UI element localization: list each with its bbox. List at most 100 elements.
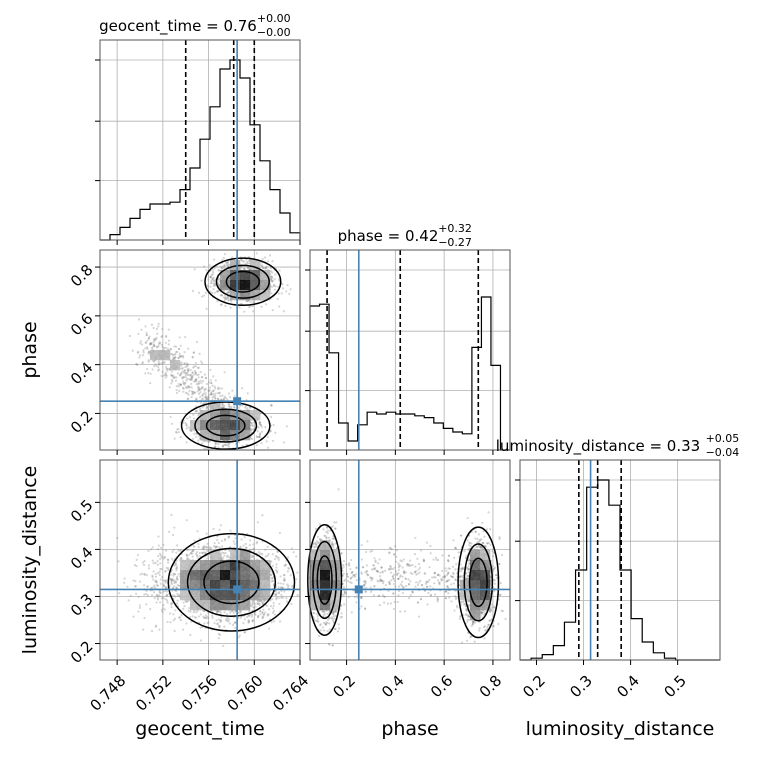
sample-point <box>170 373 173 376</box>
sample-point <box>137 595 140 598</box>
sample-point <box>152 326 155 330</box>
sample-point <box>259 423 262 426</box>
sample-point <box>165 594 168 598</box>
sample-point <box>265 604 269 607</box>
sample-point <box>204 614 208 617</box>
sample-point <box>270 415 273 419</box>
sample-point <box>217 446 220 449</box>
sample-point <box>196 385 200 389</box>
sample-point <box>191 549 195 552</box>
sample-point <box>172 619 175 622</box>
sample-point <box>214 394 217 398</box>
sample-point <box>255 435 259 438</box>
sample-point <box>214 397 217 400</box>
sample-point <box>209 282 213 285</box>
sample-point <box>290 547 293 550</box>
sample-point <box>209 275 212 278</box>
sample-point <box>265 303 268 306</box>
sample-point <box>216 300 219 303</box>
sample-point <box>208 396 211 399</box>
sample-point <box>126 585 129 588</box>
sample-point <box>211 614 214 617</box>
sample-point <box>264 426 267 429</box>
sample-point <box>159 342 162 345</box>
sample-point <box>180 367 183 370</box>
sample-point <box>205 268 208 272</box>
sample-point <box>177 382 180 386</box>
sample-point <box>191 372 194 375</box>
sample-point <box>137 332 140 335</box>
sample-point <box>133 564 137 567</box>
title-sub-phase: −0.27 <box>438 236 472 249</box>
sample-point <box>224 304 227 308</box>
sample-point <box>228 622 232 625</box>
sample-point <box>167 328 170 331</box>
sample-point <box>269 277 273 280</box>
sample-point <box>221 406 225 409</box>
sample-point <box>193 365 196 368</box>
sample-point <box>145 603 148 606</box>
sample-point <box>170 422 174 425</box>
sample-point <box>220 303 223 306</box>
sample-point <box>191 376 194 379</box>
sample-point <box>141 354 145 357</box>
sample-point <box>184 371 187 375</box>
sample-point <box>159 562 162 565</box>
sample-point <box>153 344 156 348</box>
sample-point <box>170 581 173 584</box>
sample-point <box>189 378 192 381</box>
sample-point <box>233 395 236 398</box>
sample-point <box>179 384 182 387</box>
sample-point <box>150 548 153 551</box>
sample-point <box>183 369 186 372</box>
sample-point <box>175 376 178 379</box>
y-tick-label-phase-1: 0.4 <box>67 358 97 388</box>
sample-point <box>196 530 199 533</box>
sample-point <box>157 325 160 328</box>
sample-point <box>274 285 277 288</box>
sample-point <box>273 284 276 287</box>
sample-point <box>201 362 204 365</box>
sample-point <box>204 377 207 380</box>
sample-point <box>259 613 262 616</box>
sample-point <box>137 610 140 613</box>
sample-point <box>202 379 205 383</box>
sample-point <box>183 351 186 354</box>
sample-point <box>214 387 217 390</box>
sample-point <box>185 557 188 561</box>
sample-point <box>207 278 210 281</box>
sample-point <box>212 389 215 392</box>
density-bin <box>210 420 221 431</box>
sample-point <box>272 604 275 607</box>
sample-point <box>266 554 269 557</box>
sample-point <box>147 337 150 340</box>
sample-point <box>198 411 201 414</box>
sample-point <box>252 301 256 304</box>
sample-point <box>171 577 174 581</box>
sample-point <box>205 382 209 386</box>
sample-point <box>197 542 200 546</box>
sample-point <box>192 417 196 420</box>
sample-point <box>240 258 243 261</box>
sample-point <box>211 269 214 272</box>
sample-point <box>191 371 194 374</box>
sample-point <box>193 539 196 542</box>
sample-point <box>162 583 165 586</box>
sample-point <box>225 297 228 301</box>
sample-point <box>187 347 190 350</box>
sample-point <box>209 285 212 288</box>
sample-point <box>225 619 228 622</box>
sample-point <box>199 626 202 629</box>
sample-point <box>177 347 181 351</box>
sample-point <box>184 365 187 369</box>
sample-point <box>250 422 254 425</box>
sample-point <box>197 615 200 618</box>
sample-point <box>258 610 262 613</box>
sample-point <box>153 344 156 348</box>
sample-point <box>193 432 196 435</box>
sample-point <box>187 369 190 372</box>
sample-point <box>240 538 243 541</box>
sample-point <box>168 612 172 615</box>
sample-point <box>147 359 150 362</box>
sample-point <box>157 369 160 372</box>
